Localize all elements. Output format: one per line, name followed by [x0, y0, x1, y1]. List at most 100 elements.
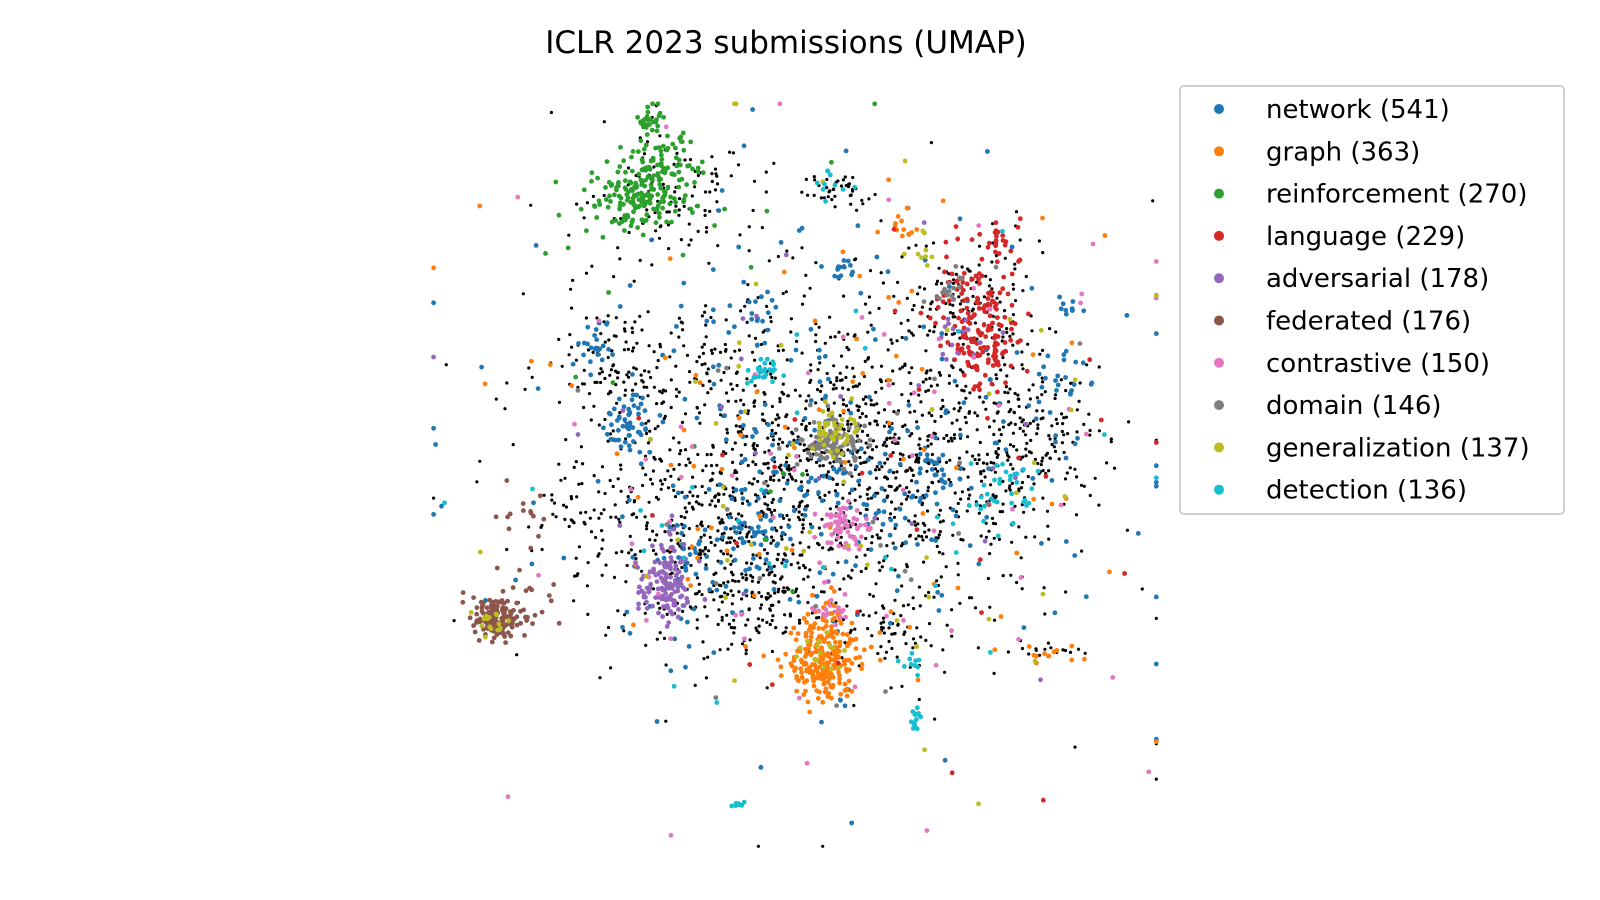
point-series-8: [829, 666, 835, 672]
unlabeled-point: [704, 230, 709, 234]
unlabeled-point: [853, 258, 857, 262]
unlabeled-point: [935, 544, 939, 549]
unlabeled-point: [951, 366, 955, 370]
point-series-8: [844, 432, 850, 438]
point-series-2: [654, 207, 660, 212]
point-series-2: [635, 149, 641, 155]
unlabeled-point: [967, 497, 971, 501]
point-series-3: [965, 310, 971, 316]
unlabeled-point: [950, 439, 954, 443]
unlabeled-point: [677, 213, 681, 217]
unlabeled-point: [631, 346, 636, 350]
unlabeled-point: [702, 342, 707, 346]
point-series-1: [875, 229, 880, 235]
point-series-0: [576, 341, 581, 346]
unlabeled-point: [785, 444, 789, 448]
point-series-0: [986, 466, 991, 471]
point-series-9: [1009, 500, 1014, 506]
point-series-6: [515, 194, 521, 200]
unlabeled-point: [597, 552, 601, 556]
unlabeled-point: [745, 594, 749, 598]
point-series-9: [756, 374, 762, 380]
unlabeled-point: [770, 375, 774, 379]
unlabeled-point: [966, 475, 970, 479]
unlabeled-point: [874, 468, 878, 472]
point-series-2: [664, 219, 669, 225]
unlabeled-point: [697, 502, 701, 506]
unlabeled-point: [920, 503, 924, 507]
unlabeled-point: [759, 342, 764, 347]
unlabeled-point: [704, 676, 709, 680]
point-series-2: [641, 218, 647, 224]
unlabeled-point: [776, 254, 781, 259]
unlabeled-point: [1064, 389, 1068, 393]
point-series-0: [627, 447, 633, 453]
unlabeled-point: [867, 197, 871, 201]
unlabeled-point: [966, 435, 970, 439]
unlabeled-point: [717, 516, 721, 520]
point-series-5: [484, 605, 490, 611]
unlabeled-point: [871, 594, 876, 598]
point-series-0: [849, 487, 855, 493]
unlabeled-point: [998, 510, 1002, 514]
point-series-0: [674, 324, 679, 329]
point-series-0: [786, 524, 792, 530]
unlabeled-point: [606, 625, 611, 630]
point-series-3: [991, 353, 996, 359]
unlabeled-point: [756, 580, 761, 584]
point-series-0: [950, 507, 956, 513]
point-series-0: [739, 536, 745, 541]
point-series-0: [592, 346, 598, 352]
unlabeled-point: [929, 302, 933, 306]
unlabeled-point: [630, 388, 635, 392]
unlabeled-point: [978, 395, 982, 399]
unlabeled-point: [941, 648, 945, 652]
unlabeled-point: [941, 519, 945, 523]
point-series-0: [628, 424, 634, 430]
unlabeled-point: [1026, 475, 1030, 479]
unlabeled-point: [917, 697, 921, 702]
point-series-3: [942, 269, 947, 275]
unlabeled-point: [848, 194, 853, 198]
unlabeled-point: [869, 323, 873, 327]
unlabeled-point: [806, 600, 810, 605]
point-series-4: [738, 356, 744, 362]
unlabeled-point: [627, 370, 631, 374]
unlabeled-point: [1075, 475, 1079, 479]
unlabeled-point: [901, 604, 906, 608]
unlabeled-point: [933, 419, 937, 423]
point-series-0: [939, 331, 945, 336]
unlabeled-point: [839, 535, 843, 539]
unlabeled-point: [687, 501, 691, 505]
unlabeled-point: [863, 359, 867, 363]
point-series-6: [628, 486, 634, 492]
unlabeled-point: [984, 274, 988, 278]
point-series-8: [790, 441, 796, 447]
point-series-3: [979, 331, 985, 336]
point-series-4: [753, 450, 758, 456]
unlabeled-point: [752, 446, 756, 451]
point-series-1: [569, 383, 575, 389]
unlabeled-point: [780, 537, 784, 541]
point-series-6: [838, 609, 844, 615]
point-series-0: [958, 432, 963, 438]
unlabeled-point: [619, 217, 623, 221]
point-series-0: [958, 466, 963, 472]
unlabeled-point: [814, 261, 818, 265]
point-series-9: [641, 548, 647, 554]
unlabeled-point: [964, 421, 968, 425]
point-series-0: [608, 411, 613, 417]
unlabeled-point: [604, 633, 608, 637]
unlabeled-point: [937, 533, 941, 537]
unlabeled-point: [813, 178, 817, 182]
unlabeled-point: [855, 450, 859, 454]
unlabeled-point: [883, 488, 887, 492]
unlabeled-point: [704, 464, 708, 468]
point-series-0: [942, 757, 948, 763]
unlabeled-point: [784, 415, 788, 419]
point-series-2: [780, 470, 786, 476]
point-series-1: [794, 674, 800, 679]
unlabeled-point: [609, 666, 613, 670]
point-series-6: [838, 510, 844, 515]
unlabeled-point: [710, 179, 714, 184]
